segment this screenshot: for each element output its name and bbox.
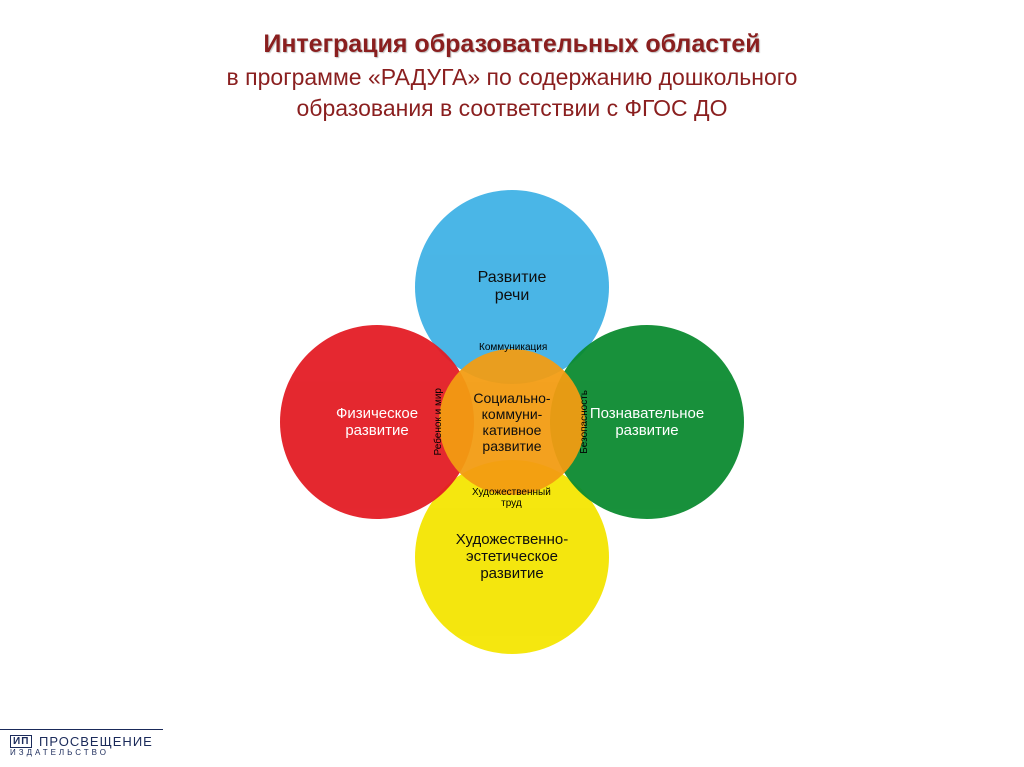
logo-sub: ИЗДАТЕЛЬСТВО bbox=[10, 748, 153, 757]
overlap-top: Коммуникация bbox=[479, 342, 547, 353]
venn-diagram: Развитие речи Художественно- эстетическое… bbox=[0, 132, 1024, 692]
title-block: Интеграция образовательных областей в пр… bbox=[0, 0, 1024, 124]
circle-label-center: Социально- коммуни- кативное развитие bbox=[473, 390, 550, 454]
title-line-3: образования в соответствии с ФГОС ДО bbox=[0, 93, 1024, 124]
circle-center: Социально- коммуни- кативное развитие bbox=[439, 349, 585, 495]
circle-label-bottom: Художественно- эстетическое развитие bbox=[456, 531, 568, 582]
title-line-2: в программе «РАДУГА» по содержанию дошко… bbox=[0, 62, 1024, 93]
title-line-1: Интеграция образовательных областей bbox=[0, 28, 1024, 62]
overlap-bottom: Художественный труд bbox=[472, 487, 551, 509]
overlap-right: Безопасность bbox=[579, 390, 590, 454]
logo-name: ПРОСВЕЩЕНИЕ bbox=[39, 734, 153, 749]
overlap-left: Ребенок и мир bbox=[433, 388, 444, 455]
circle-label-right: Познавательное развитие bbox=[590, 405, 704, 439]
logo-mark: ИП bbox=[10, 735, 32, 748]
publisher-logo: ИП ПРОСВЕЩЕНИЕ ИЗДАТЕЛЬСТВО bbox=[0, 729, 163, 757]
circle-label-left: Физическое развитие bbox=[336, 405, 418, 439]
circle-label-top: Развитие речи bbox=[478, 269, 547, 305]
